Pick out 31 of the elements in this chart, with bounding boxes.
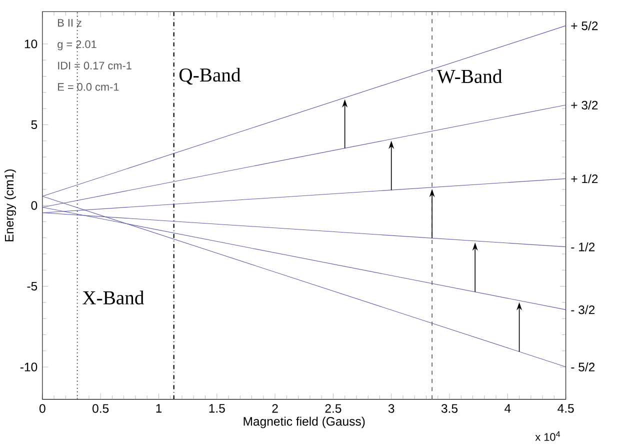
x-tick-label: 4.5 [558, 404, 574, 413]
y-tick-label: -10 [20, 362, 38, 372]
annotation: E = 0.0 cm-1 [58, 82, 119, 91]
series-label: - 5/2 [571, 362, 595, 372]
annotation: g = 2.01 [58, 40, 96, 50]
x-tick-label: 1.5 [209, 404, 225, 413]
series-label: - 3/2 [571, 304, 595, 314]
ref-line-label: X-Band [82, 290, 144, 304]
x-tick-label: 2.5 [325, 404, 342, 413]
x-tick-label: 0.5 [92, 404, 109, 413]
x-tick-label: 2 [272, 404, 278, 413]
y-axis-title: Energy (cm1) [4, 169, 16, 242]
annotation: B II z [58, 18, 82, 26]
y-tick-label: 0 [31, 200, 38, 210]
ref-line-label: W-Band [436, 69, 502, 83]
y-tick-label: 10 [24, 39, 38, 48]
annotation: IDI = 0.17 cm-1 [58, 62, 132, 70]
series-label: + 5/2 [571, 20, 598, 30]
x-tick-label: 4 [504, 404, 511, 412]
x-tick-label: 0 [39, 404, 46, 413]
series-label: + 3/2 [571, 100, 598, 110]
y-tick-label: -5 [27, 282, 38, 290]
series-label: + 1/2 [571, 174, 598, 183]
x-tick-label: 1 [156, 404, 162, 412]
y-tick-label: 5 [31, 120, 38, 129]
x-axis-title: Magnetic field (Gauss) [244, 416, 365, 428]
text: x 10$^{4}$ [535, 431, 560, 441]
x-tick-label: 3 [388, 404, 394, 413]
x-tick-label: 3.5 [441, 404, 458, 413]
series-label: - 1/2 [571, 242, 595, 252]
ref-line-label: Q-Band [179, 68, 241, 84]
